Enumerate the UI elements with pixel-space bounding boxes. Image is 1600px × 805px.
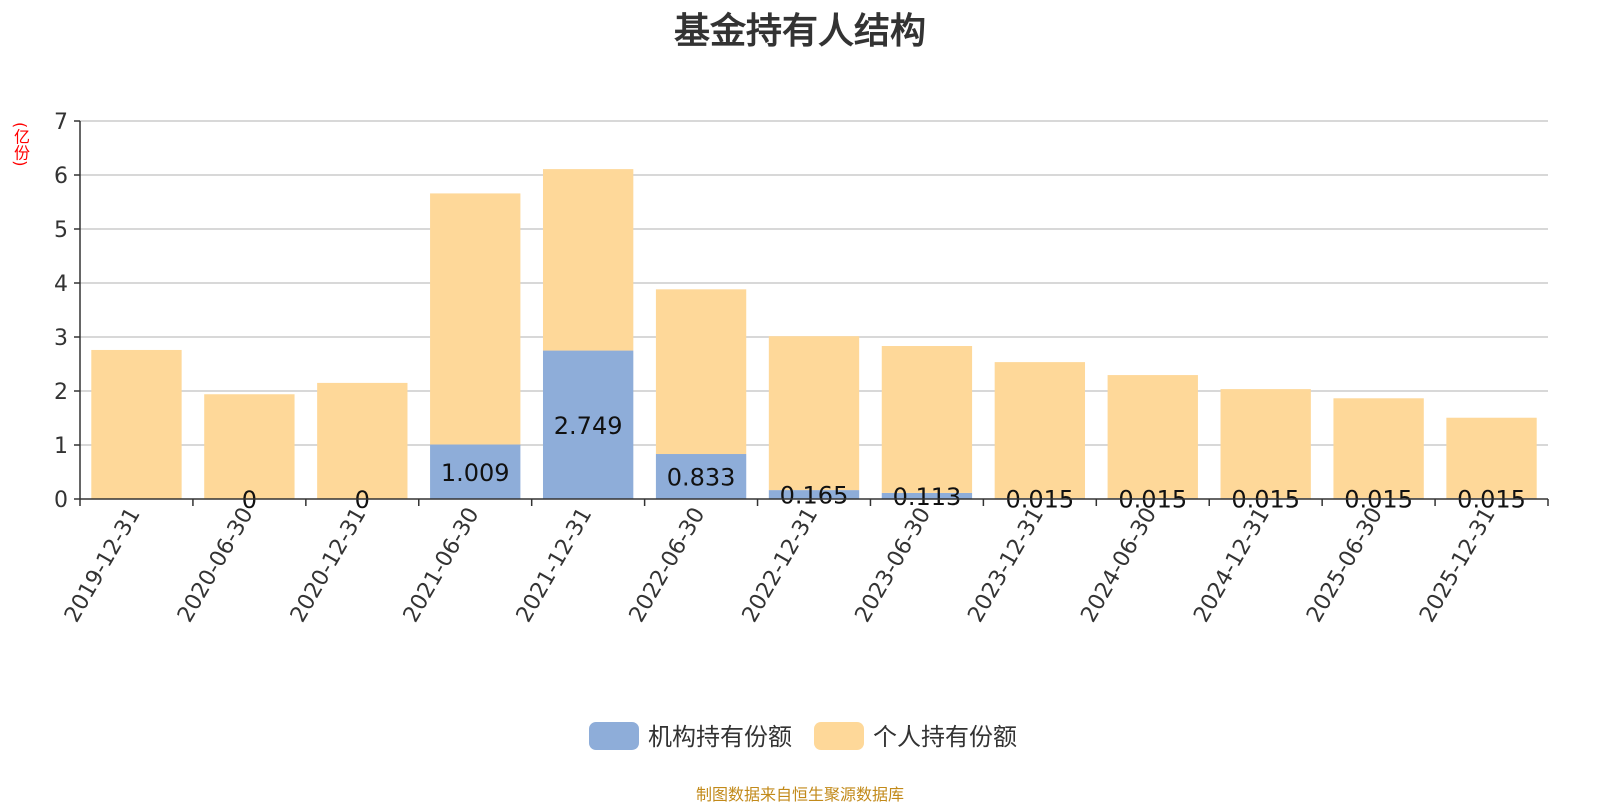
bar-individual bbox=[1107, 375, 1198, 499]
data-label: 0.833 bbox=[667, 464, 736, 492]
y-tick-label: 4 bbox=[54, 272, 68, 297]
data-label: 0 bbox=[355, 486, 370, 514]
bar-individual bbox=[317, 382, 408, 499]
x-tick-label: 2023-06-30 bbox=[851, 504, 937, 627]
x-tick-label: 2025-06-30 bbox=[1302, 504, 1388, 627]
bar-individual bbox=[204, 394, 295, 499]
x-tick-label: 2022-06-30 bbox=[625, 504, 711, 627]
data-label: 1.009 bbox=[441, 459, 510, 487]
x-tick-label: 2023-12-31 bbox=[963, 504, 1049, 627]
bar-institutional bbox=[768, 490, 860, 499]
bar-individual bbox=[430, 193, 521, 445]
y-axis-unit-label: (亿份) bbox=[11, 122, 30, 167]
y-tick-label: 3 bbox=[54, 326, 68, 351]
x-tick-label: 2024-12-31 bbox=[1189, 504, 1275, 627]
y-tick-label: 6 bbox=[54, 164, 68, 189]
y-tick-label: 7 bbox=[54, 110, 68, 135]
x-tick-label: 2025-12-31 bbox=[1415, 504, 1501, 627]
bar-individual bbox=[655, 289, 747, 455]
bar-institutional bbox=[430, 444, 521, 499]
y-tick-label: 1 bbox=[54, 434, 68, 459]
bar-institutional bbox=[542, 350, 634, 499]
legend-swatch-institutional bbox=[589, 722, 639, 750]
bar-institutional bbox=[655, 454, 747, 499]
x-tick-label: 2022-12-31 bbox=[738, 504, 824, 627]
data-label: 0.165 bbox=[780, 482, 849, 510]
legend-swatch-individual bbox=[814, 722, 864, 750]
x-tick-label: 2021-12-31 bbox=[512, 504, 598, 627]
bar-individual bbox=[881, 346, 973, 493]
bar-individual bbox=[542, 169, 634, 351]
data-label: 0 bbox=[242, 486, 257, 514]
bar-institutional bbox=[881, 492, 973, 499]
bar-individual bbox=[1220, 389, 1311, 499]
bar-individual bbox=[994, 362, 1086, 499]
legend-label-individual: 个人持有份额 bbox=[873, 723, 1017, 751]
data-source-note: 制图数据来自恒生聚源数据库 bbox=[695, 785, 904, 804]
x-tick-label: 2020-12-31 bbox=[286, 504, 372, 627]
y-tick-label: 2 bbox=[54, 380, 68, 405]
bar-individual bbox=[91, 349, 182, 499]
bar-individual bbox=[1446, 417, 1537, 499]
y-tick-label: 0 bbox=[54, 488, 68, 513]
x-tick-label: 2021-06-30 bbox=[399, 504, 485, 627]
x-tick-label: 2020-06-30 bbox=[173, 504, 259, 627]
legend-label-institutional: 机构持有份额 bbox=[648, 723, 792, 751]
chart-title: 基金持有人结构 bbox=[673, 11, 926, 52]
x-tick-label: 2024-06-30 bbox=[1076, 504, 1162, 627]
data-label: 0.113 bbox=[893, 483, 962, 511]
bar-individual bbox=[768, 336, 860, 491]
data-label: 2.749 bbox=[554, 412, 623, 440]
bar-individual bbox=[1333, 398, 1424, 499]
x-tick-label: 2019-12-31 bbox=[60, 504, 146, 627]
y-tick-label: 5 bbox=[54, 218, 68, 243]
